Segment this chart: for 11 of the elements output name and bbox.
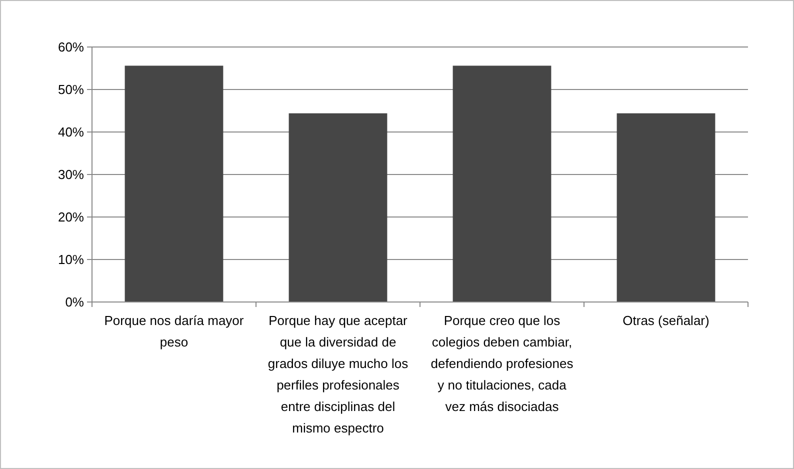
x-tick-label: Otras (señalar): [622, 313, 710, 328]
x-tick-label: Porque creo que los colegios deben cambiar, defendiendo profesiones y no titulaciones, cada vez más disociadas: [430, 313, 574, 414]
y-tick-label: 10%: [58, 252, 84, 268]
y-tick-label: 40%: [58, 124, 84, 140]
y-tick-label: 60%: [58, 40, 84, 55]
x-tick-label: Porque nos daría mayor peso: [104, 313, 244, 350]
y-tick-label: 50%: [58, 82, 84, 98]
y-tick-label: 0%: [65, 294, 84, 310]
y-tick-label: 30%: [58, 167, 84, 182]
x-tick-label: Porque hay que aceptar que la diversidad de grados diluye mucho los perfiles profesionales entre disciplinas del mismo espectro: [268, 313, 409, 436]
y-tick-label: 20%: [58, 210, 84, 225]
